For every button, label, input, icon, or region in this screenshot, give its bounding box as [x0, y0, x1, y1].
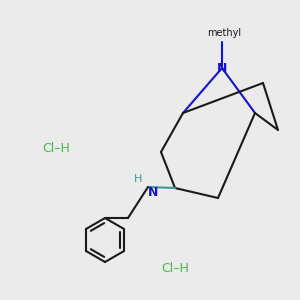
- Text: N: N: [148, 187, 158, 200]
- Text: Cl–H: Cl–H: [42, 142, 70, 154]
- Text: N: N: [217, 61, 227, 74]
- Text: H: H: [134, 174, 142, 184]
- Text: methyl: methyl: [207, 28, 241, 38]
- Text: Cl–H: Cl–H: [161, 262, 189, 275]
